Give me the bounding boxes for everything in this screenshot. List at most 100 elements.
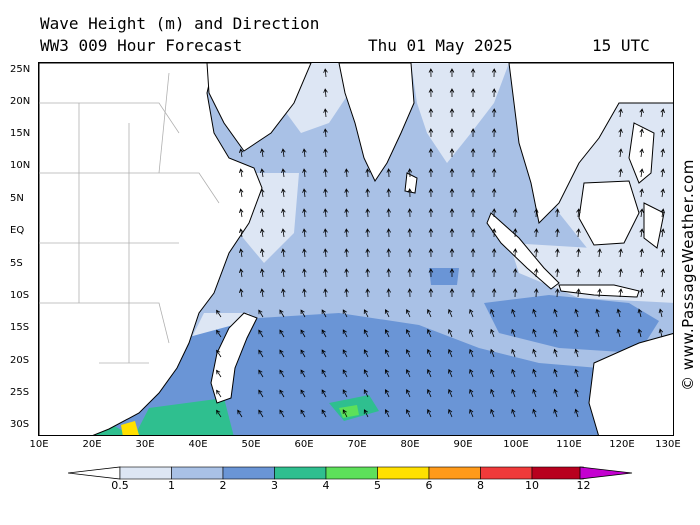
wave-direction-arrow: [321, 349, 327, 358]
wave-direction-arrow: [405, 388, 411, 398]
wave-direction-arrow: [302, 228, 307, 238]
wave-direction-arrow: [449, 288, 455, 298]
wave-direction-arrow: [511, 308, 516, 318]
wave-direction-arrow: [658, 308, 664, 318]
wave-direction-arrow: [449, 268, 455, 278]
wave-direction-arrow: [258, 409, 264, 418]
wave-direction-arrow: [512, 228, 518, 238]
wave-direction-arrow: [448, 368, 453, 378]
wave-direction-arrow: [555, 288, 560, 298]
wave-direction-arrow: [490, 348, 495, 358]
wave-direction-arrow: [281, 168, 286, 178]
wave-direction-arrow: [428, 188, 434, 198]
lat-label: 30S: [10, 419, 30, 430]
land-india: [338, 63, 415, 183]
wave-direction-arrow: [491, 248, 497, 258]
wave-direction-arrow: [365, 208, 370, 218]
legend-label: 12: [576, 479, 591, 492]
wave-direction-arrow: [386, 268, 392, 278]
wave-direction-arrow: [470, 208, 476, 218]
wave-direction-arrow: [323, 168, 328, 178]
wave-direction-arrow: [618, 148, 623, 158]
wave-direction-arrow: [260, 288, 265, 298]
wave-direction-arrow: [323, 268, 328, 278]
wave-direction-arrow: [238, 168, 244, 178]
wave-direction-arrow: [302, 168, 307, 178]
wave-direction-arrow: [512, 248, 518, 258]
wave-direction-arrow: [427, 308, 432, 318]
wave-direction-arrow: [449, 108, 455, 118]
wave-direction-arrow: [469, 328, 474, 338]
wave-direction-arrow: [576, 248, 581, 258]
swell-peak-5m: [121, 421, 139, 435]
wave-direction-arrow: [407, 228, 413, 238]
wave-direction-arrow: [321, 329, 327, 338]
wave-map: [38, 62, 674, 436]
wave-direction-arrow: [323, 108, 328, 118]
wave-direction-arrow: [660, 268, 665, 278]
wave-direction-arrow: [342, 329, 348, 338]
wave-direction-arrow: [490, 388, 495, 398]
wave-direction-arrow: [470, 88, 476, 98]
wave-direction-arrow: [637, 308, 643, 318]
wave-direction-arrow: [490, 328, 495, 338]
wave-direction-arrow: [216, 349, 222, 358]
wave-direction-arrow: [405, 408, 411, 418]
swell-patch-4m: [339, 405, 359, 418]
wave-direction-arrow: [448, 328, 453, 338]
wave-direction-arrow: [363, 309, 369, 318]
wave-direction-arrow: [449, 128, 455, 138]
wave-direction-arrow: [281, 208, 286, 218]
lat-label: 20N: [10, 96, 31, 107]
lat-label: 15N: [10, 128, 31, 139]
wave-direction-arrow: [281, 248, 286, 258]
lat-label: 5S: [10, 258, 23, 269]
wave-direction-arrow: [323, 128, 328, 138]
wave-direction-arrow: [302, 268, 307, 278]
lon-label: 40E: [188, 439, 208, 450]
wave-direction-arrow: [365, 268, 370, 278]
wave-direction-arrow: [512, 208, 518, 218]
wave-direction-arrow: [384, 389, 390, 398]
wave-direction-arrow: [405, 308, 411, 318]
land-sumatra: [486, 212, 560, 290]
wave-direction-arrow: [491, 268, 497, 278]
wave-direction-arrow: [511, 368, 516, 378]
wave-direction-arrow: [342, 349, 348, 358]
wave-direction-arrow: [279, 329, 285, 338]
legend-label: 1: [168, 479, 175, 492]
wave-direction-arrow: [491, 128, 497, 138]
wave-direction-arrow: [238, 148, 244, 158]
calm-bay-of-bengal: [411, 63, 509, 163]
wave-direction-arrow: [490, 308, 495, 318]
wave-direction-arrow: [532, 408, 537, 418]
wave-direction-arrow: [428, 168, 434, 178]
legend-color-bin: [377, 466, 430, 480]
lon-label: 90E: [453, 439, 473, 450]
wave-direction-arrow: [216, 409, 222, 418]
wave-direction-arrow: [363, 349, 369, 358]
wave-direction-arrow: [365, 248, 370, 258]
land-sri-lanka: [404, 172, 418, 194]
wave-direction-arrow: [384, 349, 390, 358]
wave-direction-arrow: [448, 308, 453, 318]
wave-direction-arrow: [534, 228, 539, 238]
credit-watermark: © www.PassageWeather.com: [679, 159, 697, 391]
wave-direction-arrow: [618, 248, 623, 258]
wave-direction-arrow: [449, 148, 455, 158]
lon-label: 50E: [241, 439, 261, 450]
lat-label: EQ: [10, 225, 25, 236]
wave-direction-arrow: [532, 348, 537, 358]
wave-direction-arrow: [597, 288, 602, 298]
wave-direction-arrow: [511, 328, 516, 338]
wave-direction-arrow: [491, 228, 497, 238]
wave-direction-arrow: [407, 288, 413, 298]
legend-color-bin: [222, 466, 275, 480]
wave-direction-arrow: [344, 228, 349, 238]
wave-direction-arrow: [555, 208, 560, 218]
wave-direction-arrow: [490, 408, 495, 418]
wave-direction-arrow: [660, 168, 665, 178]
wave-direction-arrow: [300, 309, 306, 318]
wave-direction-arrow: [511, 348, 516, 358]
wave-direction-arrow: [618, 168, 623, 178]
